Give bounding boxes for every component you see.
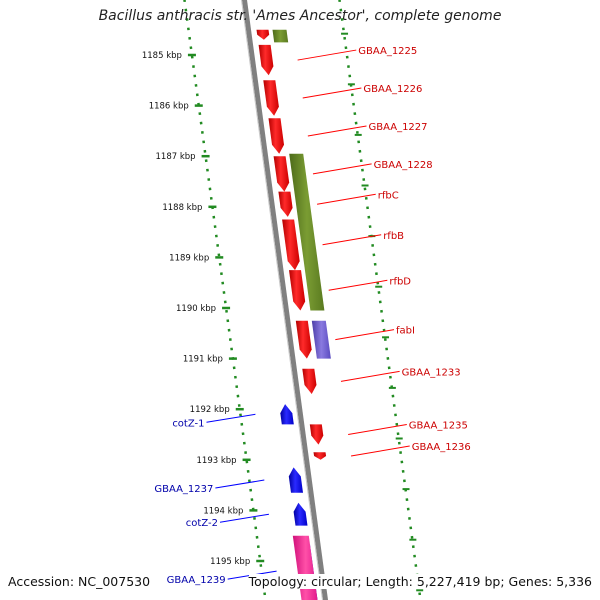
label-leader-line bbox=[335, 329, 395, 341]
gene-label[interactable]: GBAA_1227 bbox=[369, 122, 428, 133]
gene-label[interactable]: GBAA_1226 bbox=[363, 84, 422, 95]
ruler-tick-label: 1193 kbp bbox=[197, 456, 237, 466]
backbone-line bbox=[241, 0, 329, 600]
gbaa_1228-red-feature[interactable] bbox=[273, 156, 290, 192]
slateblue-feature[interactable] bbox=[311, 320, 331, 359]
cotz-2-blue-feature[interactable] bbox=[293, 502, 308, 526]
feature-shape[interactable] bbox=[280, 404, 294, 425]
gene-label[interactable]: cotZ-1 bbox=[172, 418, 204, 429]
label-leader-line bbox=[312, 163, 372, 175]
gene-label[interactable]: cotZ-2 bbox=[186, 518, 218, 529]
feature-shape[interactable] bbox=[258, 44, 274, 76]
label-leader-line bbox=[328, 279, 388, 291]
ruler-tick-label: 1189 kbp bbox=[169, 253, 209, 263]
gbaa_1237-blue-feature[interactable] bbox=[288, 467, 303, 493]
ruler-tick-label: 1195 kbp bbox=[210, 557, 250, 567]
label-leader-line bbox=[297, 49, 357, 61]
feature-shape[interactable] bbox=[282, 219, 300, 271]
feature-shape[interactable] bbox=[292, 535, 319, 600]
feature-shape[interactable] bbox=[278, 191, 293, 217]
ruler-tick-label: 1192 kbp bbox=[190, 405, 230, 415]
gbaa_1226-red-feature[interactable] bbox=[263, 80, 279, 116]
feature-shape[interactable] bbox=[289, 270, 306, 311]
gbaa_1233-red-feature[interactable] bbox=[302, 368, 317, 394]
backbone-highlight bbox=[240, 0, 324, 600]
gbaa_1236-red-feature[interactable] bbox=[313, 452, 327, 460]
gene-label[interactable]: GBAA_1235 bbox=[409, 421, 468, 432]
feature-shape[interactable] bbox=[256, 29, 270, 40]
gene-label[interactable]: GBAA_1236 bbox=[412, 442, 471, 453]
ruler-tick-label: 1194 kbp bbox=[203, 506, 243, 516]
feature-shape[interactable] bbox=[289, 153, 325, 311]
feature-shape[interactable] bbox=[313, 452, 327, 460]
olive-feature[interactable] bbox=[289, 153, 325, 311]
ruler-tick-label: 1188 kbp bbox=[162, 203, 202, 213]
ruler-tick-label: 1185 kbp bbox=[142, 51, 182, 61]
fabi-red-feature[interactable] bbox=[295, 320, 312, 359]
label-leader-line bbox=[348, 424, 407, 435]
label-leader-line bbox=[316, 193, 376, 205]
rfbb-red-feature[interactable] bbox=[282, 219, 300, 271]
map-title: Bacillus anthracis str. 'Ames Ancestor',… bbox=[98, 8, 502, 24]
feature-shape[interactable] bbox=[309, 424, 324, 445]
feature-shape[interactable] bbox=[268, 118, 285, 154]
feature-shape[interactable] bbox=[302, 368, 317, 394]
feature-shape[interactable] bbox=[288, 467, 303, 493]
feature-shape[interactable] bbox=[272, 29, 289, 43]
feature-shape[interactable] bbox=[293, 502, 308, 526]
gene-label[interactable]: GBAA_1237 bbox=[154, 484, 213, 495]
rfbc-red-feature[interactable] bbox=[278, 191, 293, 217]
olive-feature[interactable] bbox=[272, 29, 289, 43]
ruler-tick-label: 1186 kbp bbox=[149, 102, 189, 112]
rfbd-red-feature[interactable] bbox=[289, 270, 306, 311]
feature-shape[interactable] bbox=[295, 320, 312, 359]
label-leader-line bbox=[215, 479, 265, 489]
gene-label[interactable]: GBAA_1228 bbox=[374, 160, 433, 171]
red-feature[interactable] bbox=[256, 29, 270, 40]
label-leader-line bbox=[340, 370, 400, 382]
pink-feature[interactable] bbox=[292, 535, 319, 600]
label-leader-line bbox=[219, 513, 269, 523]
label-leader-line bbox=[322, 234, 382, 246]
feature-shape[interactable] bbox=[263, 80, 279, 116]
gene-label[interactable]: GBAA_1233 bbox=[402, 367, 461, 378]
topology-text: Topology: circular; Length: 5,227,419 bp… bbox=[248, 574, 592, 589]
gene-label[interactable]: rfbD bbox=[389, 276, 411, 287]
gbaa_1225-red-feature[interactable] bbox=[258, 44, 274, 76]
feature-shape[interactable] bbox=[273, 156, 290, 192]
label-leader-line bbox=[307, 125, 367, 137]
ruler-tick-label: 1190 kbp bbox=[176, 304, 216, 314]
gene-label[interactable]: rfbB bbox=[383, 231, 404, 242]
gbaa_1235-red-feature[interactable] bbox=[309, 424, 324, 445]
gene-label[interactable]: GBAA_1225 bbox=[358, 46, 417, 57]
gene-label[interactable]: fabI bbox=[396, 326, 415, 337]
feature-shape[interactable] bbox=[311, 320, 331, 359]
label-leader-line bbox=[350, 445, 410, 457]
accession-text: Accession: NC_007530 bbox=[8, 574, 151, 589]
label-leader-line bbox=[206, 413, 256, 423]
gbaa_1227-red-feature[interactable] bbox=[268, 118, 285, 154]
ruler-tick-label: 1187 kbp bbox=[156, 152, 196, 162]
ruler-tick-label: 1191 kbp bbox=[183, 355, 223, 365]
gene-label[interactable]: GBAA_1239 bbox=[167, 575, 226, 586]
label-leader-line bbox=[302, 87, 362, 99]
cotz-1-blue-feature[interactable] bbox=[280, 404, 294, 425]
gene-label[interactable]: rfbC bbox=[378, 190, 399, 201]
